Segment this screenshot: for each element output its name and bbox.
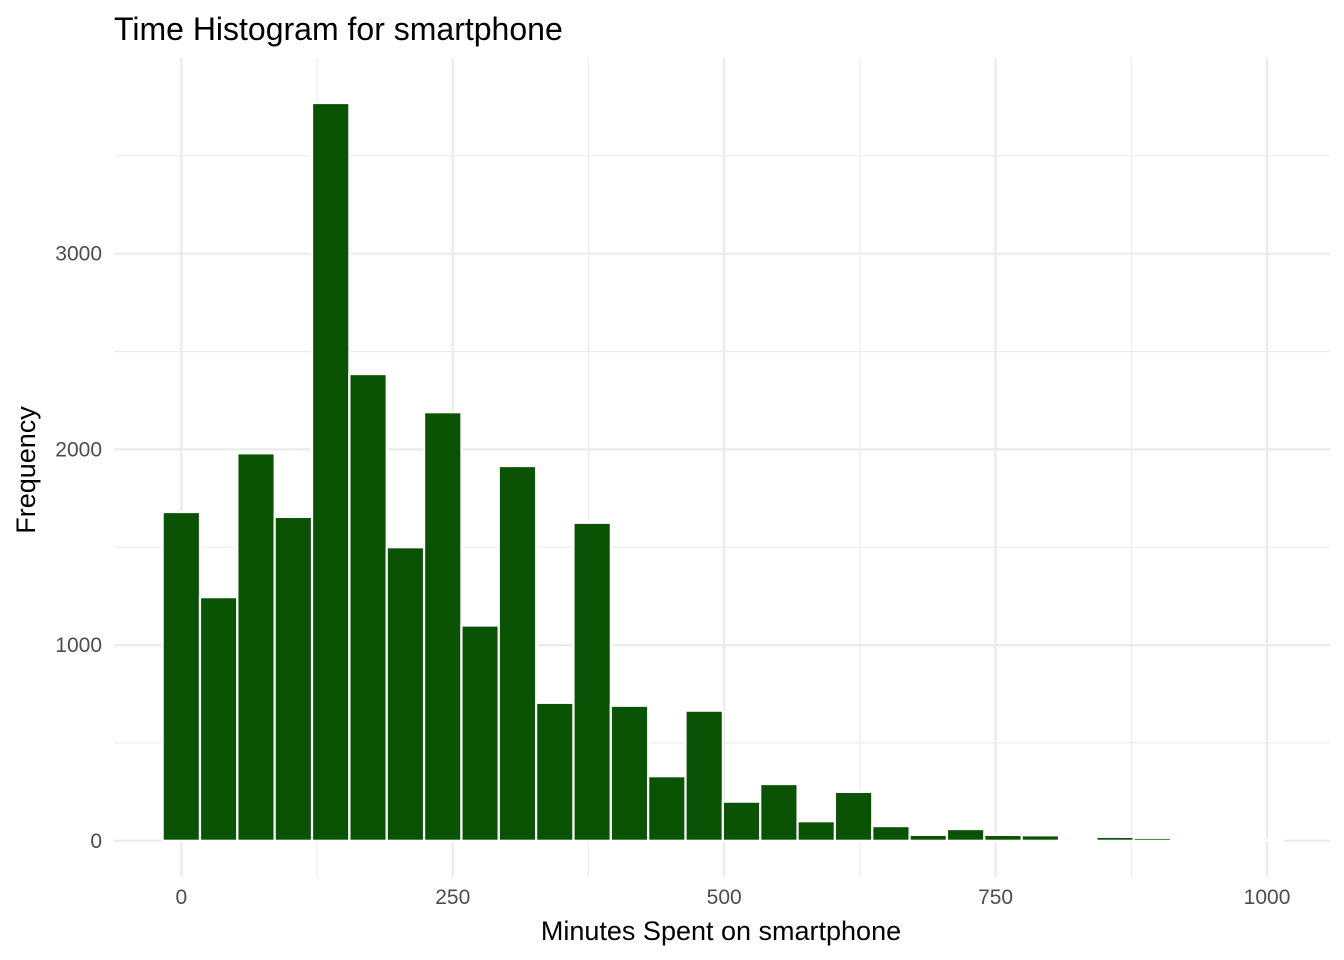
histogram-bar <box>1207 839 1247 842</box>
histogram-bar <box>535 701 575 842</box>
histogram-bar <box>721 800 762 842</box>
histogram-bar <box>273 515 314 842</box>
histogram-bar <box>796 820 837 842</box>
histogram-bar <box>1020 834 1061 842</box>
histogram-bar <box>1132 836 1173 842</box>
y-tick-label: 1000 <box>55 634 102 657</box>
histogram-bar <box>1057 839 1098 842</box>
y-axis-title: Frequency <box>11 406 41 534</box>
histogram-bars <box>161 101 1285 842</box>
histogram-bar <box>684 709 724 842</box>
y-tick-label: 3000 <box>55 243 102 266</box>
x-tick-label: 250 <box>435 886 470 909</box>
histogram-bar <box>236 452 276 842</box>
histogram-bar <box>161 510 202 842</box>
histogram-bar <box>422 411 463 842</box>
x-tick-label: 500 <box>707 886 742 909</box>
histogram-bar <box>871 825 911 842</box>
histogram-bar <box>647 775 687 842</box>
x-tick-label: 1000 <box>1244 886 1291 909</box>
histogram-bar <box>1095 835 1135 842</box>
histogram-bar <box>310 101 351 842</box>
histogram-bar <box>983 833 1023 842</box>
y-tick-label: 2000 <box>55 438 102 461</box>
histogram-bar <box>572 521 612 842</box>
y-axis-tick-labels: 0 1000 2000 3000 <box>55 243 102 853</box>
x-axis-tick-labels: 0 250 500 750 1000 <box>175 886 1290 909</box>
histogram-bar <box>385 546 426 842</box>
y-tick-label: 0 <box>90 830 102 853</box>
histogram-bar <box>1169 839 1210 842</box>
histogram-bar <box>945 827 986 842</box>
histogram-bar <box>833 790 874 842</box>
histogram-bar <box>759 782 799 842</box>
histogram-bar <box>497 464 538 842</box>
chart-title: Time Histogram for smartphone <box>114 11 563 47</box>
x-axis-title: Minutes Spent on smartphone <box>541 916 901 946</box>
histogram-bar <box>908 833 949 842</box>
histogram-bar <box>460 624 500 842</box>
histogram-bar <box>1244 838 1285 842</box>
x-tick-label: 0 <box>175 886 187 909</box>
histogram-bar <box>609 704 650 842</box>
histogram-bar <box>198 596 239 842</box>
histogram-bar <box>348 372 388 842</box>
x-tick-label: 750 <box>978 886 1013 909</box>
